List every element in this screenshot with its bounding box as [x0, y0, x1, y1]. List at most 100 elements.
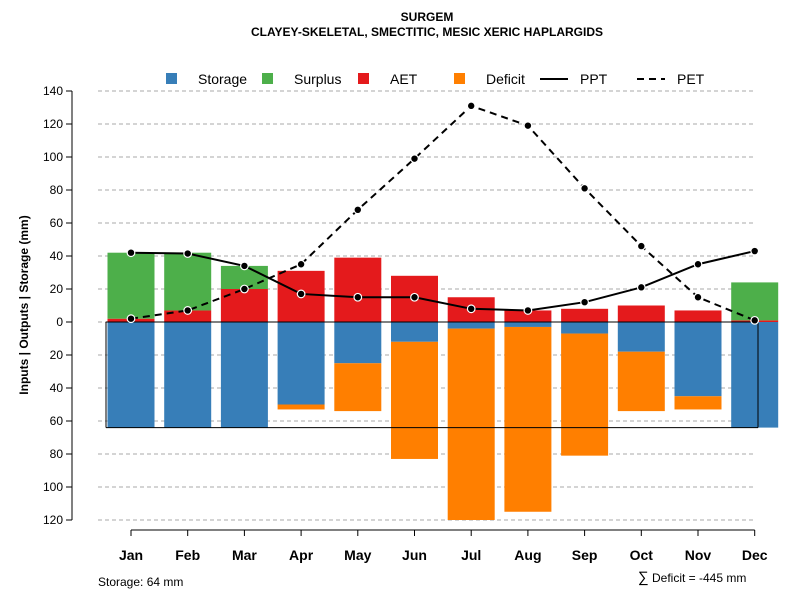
y-tick-label: 100 [43, 150, 63, 164]
storage-bar [447, 322, 495, 329]
y-tick-label: 20 [50, 282, 64, 296]
legend-surplus-label: Surplus [294, 71, 341, 87]
pet-point [353, 205, 363, 215]
y-tick-label: 120 [43, 513, 63, 527]
deficit-bar [391, 341, 438, 459]
deficit-bar [334, 363, 382, 412]
x-tick-label: Nov [685, 547, 712, 563]
deficit-bar [674, 396, 722, 410]
deficit-sum-symbol: ∑ [638, 569, 649, 586]
ppt-point [126, 248, 136, 258]
chart-title: SURGEM [401, 10, 454, 24]
x-tick-label: Jan [119, 547, 143, 563]
y-tick-label: 40 [50, 381, 64, 395]
y-tick-label: 120 [43, 117, 63, 131]
ppt-point [296, 289, 306, 299]
pet-point [410, 154, 419, 164]
axes: 140 120 100 80 60 40 20 0 20 40 60 80 100 120 Jan Feb Ma… [43, 84, 768, 563]
x-tick-label: Jun [402, 547, 427, 563]
legend-aet-swatch [358, 73, 369, 84]
ppt-point [750, 246, 760, 256]
ppt-point [580, 297, 589, 307]
pet-point [636, 241, 646, 251]
pet-point [466, 101, 476, 111]
deficit-bar [561, 333, 609, 456]
y-axis-label: Inputs | Outputs | Storage (mm) [17, 215, 31, 394]
x-tick-label: Jul [461, 547, 481, 563]
pet-line [130, 104, 756, 322]
legend-deficit-label: Deficit [486, 71, 525, 87]
storage-bar [107, 322, 155, 428]
legend-storage-label: Storage [198, 71, 247, 87]
series-lines [126, 101, 760, 325]
y-tick-label: 0 [56, 315, 63, 329]
ppt-point [239, 261, 249, 271]
x-tick-label: Oct [630, 547, 654, 563]
pet-point [239, 284, 249, 294]
storage-bar [391, 322, 438, 342]
ppt-line [130, 250, 755, 312]
ppt-point [466, 304, 476, 314]
aet-bar [504, 310, 552, 322]
legend-pet-label: PET [677, 71, 705, 87]
x-tick-label: May [344, 547, 371, 563]
y-tick-label: 140 [43, 84, 63, 98]
pet-point [296, 259, 306, 269]
ppt-point [636, 282, 646, 292]
deficit-bar [504, 326, 552, 512]
deficit-sum: Deficit = -445 mm [652, 571, 746, 585]
aet-bar [561, 308, 609, 322]
pet-point [126, 314, 136, 324]
storage-bar [277, 322, 325, 405]
y-tick-label: 60 [50, 414, 64, 428]
x-tick-label: Aug [514, 547, 541, 563]
legend-deficit-swatch [454, 73, 465, 84]
storage-bar [674, 322, 722, 397]
surplus-bar [107, 252, 155, 319]
aet-bar [617, 305, 665, 322]
pet-point [183, 306, 193, 315]
x-tick-label: Mar [232, 547, 257, 563]
pet-point [750, 315, 760, 325]
storage-note: Storage: 64 mm [98, 575, 183, 589]
ppt-point [183, 249, 193, 258]
ppt-point [410, 292, 419, 302]
pet-point [523, 121, 533, 131]
ppt-point [523, 306, 533, 315]
storage-bar [220, 322, 268, 428]
storage-bar [504, 322, 552, 327]
surplus-bar [164, 252, 212, 311]
storage-bar [731, 322, 779, 428]
deficit-bar [277, 404, 325, 410]
aet-bar [164, 310, 212, 322]
legend-surplus-swatch [262, 73, 273, 84]
aet-bar [334, 257, 382, 322]
bars [105, 252, 779, 520]
x-tick-label: Dec [742, 547, 768, 563]
storage-bar [617, 322, 665, 352]
storage-bar [561, 322, 609, 334]
x-tick-label: Feb [175, 547, 200, 563]
y-tick-label: 20 [50, 348, 64, 362]
ppt-point [353, 292, 363, 302]
x-tick-label: Apr [289, 547, 314, 563]
storage-bar [164, 322, 212, 428]
y-tick-label: 100 [43, 480, 63, 494]
pet-point [580, 183, 589, 193]
ppt-point [693, 259, 703, 269]
y-tick-label: 80 [50, 183, 64, 197]
deficit-bar [617, 351, 665, 412]
y-tick-label: 60 [50, 216, 64, 230]
aet-bar [674, 310, 722, 322]
legend-ppt-label: PPT [580, 71, 608, 87]
legend-aet-label: AET [390, 71, 418, 87]
chart-subtitle: CLAYEY-SKELETAL, SMECTITIC, MESIC XERIC … [251, 25, 603, 39]
y-tick-label: 80 [50, 447, 64, 461]
y-tick-label: 40 [50, 249, 64, 263]
storage-bar [334, 322, 382, 364]
pet-point [693, 292, 703, 302]
legend-storage-swatch [166, 73, 177, 84]
deficit-bar [447, 328, 495, 520]
